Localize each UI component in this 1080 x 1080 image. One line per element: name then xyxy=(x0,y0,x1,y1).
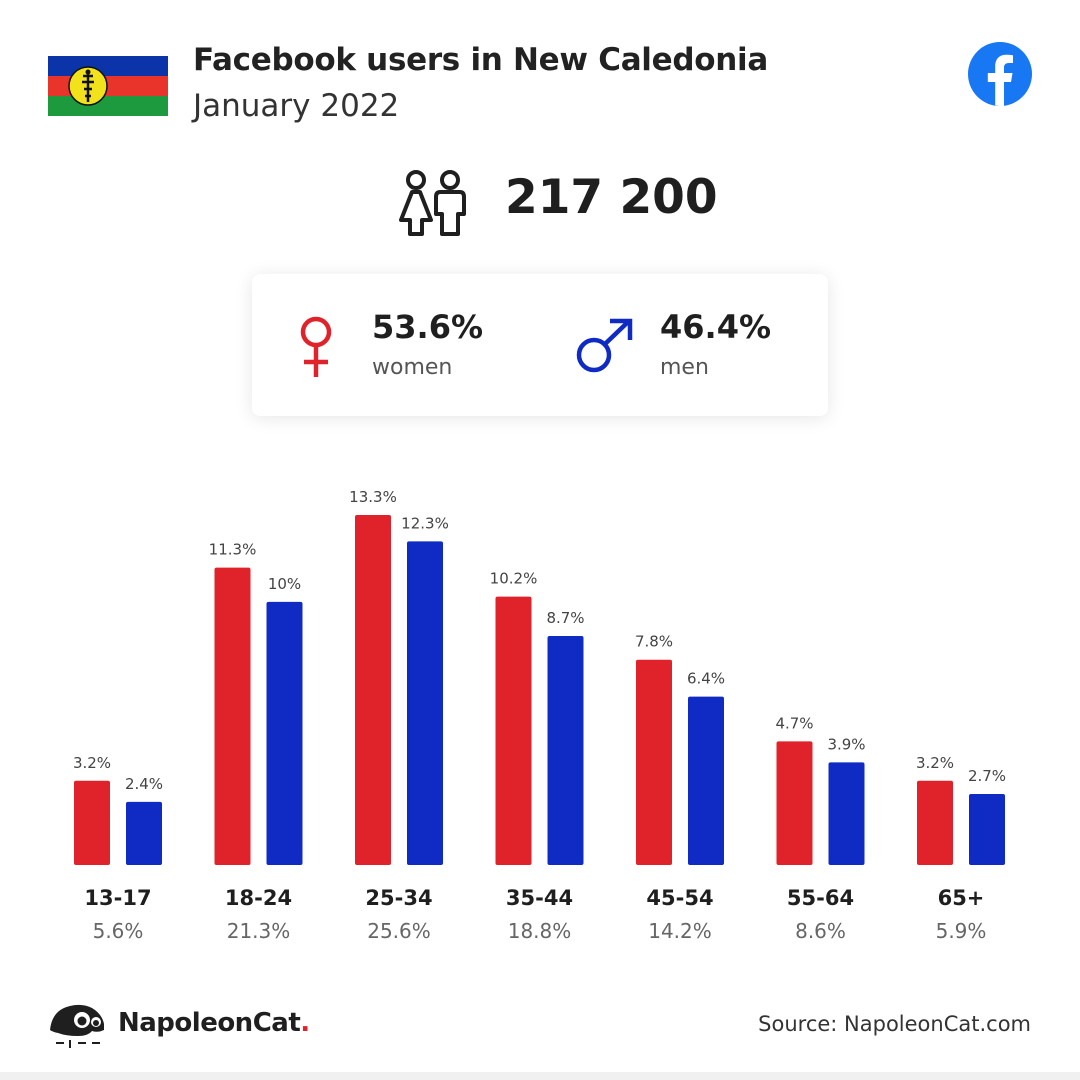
category-label: 25-34 xyxy=(365,886,432,910)
bar-35-44-series-2 xyxy=(547,636,584,865)
female-icon xyxy=(300,316,332,377)
bar-35-44-series-1 xyxy=(495,596,532,865)
category-label: 18-24 xyxy=(225,886,292,910)
bar-25-34-series-2 xyxy=(407,541,443,865)
data-label: 4.7% xyxy=(775,714,813,732)
male-icon xyxy=(576,318,633,373)
data-label: 8.7% xyxy=(546,609,584,627)
women-percentage: 53.6% xyxy=(372,308,484,346)
facebook-icon xyxy=(968,42,1032,106)
category-total: 25.6% xyxy=(367,919,431,943)
bar-25-34-series-1 xyxy=(355,515,391,865)
total-users: 217 200 xyxy=(505,170,718,225)
category-total: 8.6% xyxy=(795,919,846,943)
source-text: Source: NapoleonCat.com xyxy=(758,1012,1031,1036)
data-label: 7.8% xyxy=(635,633,673,651)
women-label: women xyxy=(372,355,453,380)
data-label: 3.9% xyxy=(827,735,865,753)
category-total: 18.8% xyxy=(508,919,572,943)
bar-18-24-series-2 xyxy=(266,601,303,865)
data-label: 2.7% xyxy=(968,767,1006,785)
bar-55-64-series-2 xyxy=(828,762,865,865)
bar-65+-series-2 xyxy=(969,793,1005,865)
data-label: 10.2% xyxy=(490,570,538,588)
data-label: 11.3% xyxy=(209,541,257,559)
bar-18-24-series-1 xyxy=(214,567,251,865)
category-total: 5.9% xyxy=(936,919,987,943)
category-total: 21.3% xyxy=(227,919,291,943)
category-label: 35-44 xyxy=(506,886,573,910)
category-label: 55-64 xyxy=(787,886,854,910)
data-label: 12.3% xyxy=(401,514,449,532)
data-label: 3.2% xyxy=(73,754,111,772)
category-label: 13-17 xyxy=(84,886,151,910)
bottom-strip xyxy=(0,1072,1080,1080)
flag-new-caledonia-icon xyxy=(48,56,168,116)
data-label: 6.4% xyxy=(687,670,725,688)
data-label: 13.3% xyxy=(349,488,397,506)
data-label: 2.4% xyxy=(125,775,163,793)
napoleoncat-logo xyxy=(50,1004,104,1048)
users-icon xyxy=(399,170,466,236)
brand-name: NapoleonCat. xyxy=(118,1008,310,1038)
gender-card: 53.6% women 46.4% men xyxy=(252,274,828,416)
bar-13-17-series-2 xyxy=(126,801,162,865)
page-title: Facebook users in New Caledonia xyxy=(193,42,768,78)
bar-13-17-series-1 xyxy=(74,780,110,865)
brand-name-text: NapoleonCat xyxy=(118,1008,301,1038)
data-label: 10% xyxy=(268,575,301,593)
bar-45-54-series-1 xyxy=(636,659,672,865)
age-gender-bar-chart: 3.2% 2.4% 13-17 5.6% 11.3% 10% 18-24 21.3% 13.3%… xyxy=(73,488,1006,943)
men-percentage: 46.4% xyxy=(660,308,772,346)
bar-55-64-series-1 xyxy=(776,741,813,865)
bar-45-54-series-2 xyxy=(688,696,724,865)
category-total: 14.2% xyxy=(648,919,712,943)
bar-65+-series-1 xyxy=(917,780,953,865)
page-subtitle: January 2022 xyxy=(193,88,400,124)
data-label: 3.2% xyxy=(916,754,954,772)
men-label: men xyxy=(660,355,709,380)
category-total: 5.6% xyxy=(93,919,144,943)
category-label: 65+ xyxy=(938,886,985,910)
category-label: 45-54 xyxy=(646,886,713,910)
brand-dot: . xyxy=(300,1008,310,1038)
